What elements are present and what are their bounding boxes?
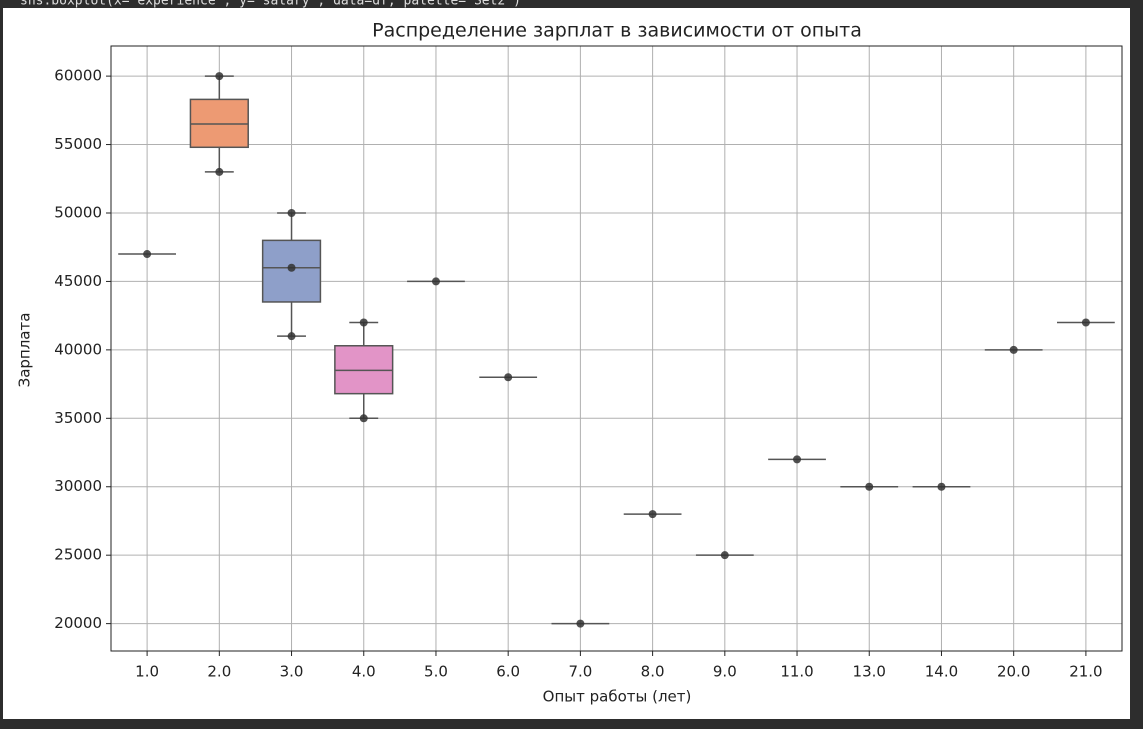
x-tick-label: 11.0 bbox=[780, 663, 813, 681]
y-tick-label: 45000 bbox=[54, 272, 102, 290]
x-tick-label: 3.0 bbox=[280, 663, 304, 681]
x-tick-label: 14.0 bbox=[925, 663, 958, 681]
y-tick-label: 60000 bbox=[54, 67, 102, 85]
data-point bbox=[576, 619, 585, 628]
data-point bbox=[287, 263, 296, 272]
x-axis-label: Опыт работы (лет) bbox=[543, 688, 692, 706]
code-line: sns.boxplot(x='experience', y='salary', … bbox=[20, 0, 521, 9]
y-tick-label: 30000 bbox=[54, 477, 102, 495]
y-tick-label: 35000 bbox=[54, 409, 102, 427]
data-point bbox=[431, 277, 440, 286]
data-point bbox=[215, 167, 224, 176]
x-tick-label: 7.0 bbox=[568, 663, 592, 681]
data-point bbox=[793, 455, 802, 464]
data-point bbox=[720, 551, 729, 560]
data-point bbox=[937, 482, 946, 491]
data-point bbox=[1081, 318, 1090, 327]
x-tick-label: 8.0 bbox=[641, 663, 665, 681]
data-point bbox=[215, 72, 224, 81]
y-tick-label: 55000 bbox=[54, 135, 102, 153]
y-tick-label: 50000 bbox=[54, 203, 102, 221]
data-point bbox=[287, 332, 296, 341]
x-tick-label: 6.0 bbox=[496, 663, 520, 681]
x-tick-label: 9.0 bbox=[713, 663, 737, 681]
data-point bbox=[1009, 345, 1018, 354]
data-point bbox=[359, 318, 368, 327]
data-point bbox=[287, 208, 296, 217]
plot-frame bbox=[110, 45, 1123, 652]
chart-title: Распределение зарплат в зависимости от о… bbox=[372, 20, 862, 42]
data-point bbox=[648, 510, 657, 519]
y-tick-label: 40000 bbox=[54, 340, 102, 358]
figure-background bbox=[3, 8, 1130, 719]
x-tick-label: 21.0 bbox=[1069, 663, 1102, 681]
x-tick-label: 2.0 bbox=[207, 663, 231, 681]
x-tick-label: 5.0 bbox=[424, 663, 448, 681]
data-point bbox=[504, 373, 513, 382]
x-tick-label: 4.0 bbox=[352, 663, 376, 681]
x-tick-label: 1.0 bbox=[135, 663, 159, 681]
y-axis-label: Зарплата bbox=[16, 313, 34, 388]
x-tick-label: 20.0 bbox=[997, 663, 1030, 681]
x-tick-label: 13.0 bbox=[853, 663, 886, 681]
y-tick-label: 25000 bbox=[54, 546, 102, 564]
data-point bbox=[359, 414, 368, 423]
data-point bbox=[865, 482, 874, 491]
y-tick-label: 20000 bbox=[54, 614, 102, 632]
data-point bbox=[143, 250, 152, 259]
